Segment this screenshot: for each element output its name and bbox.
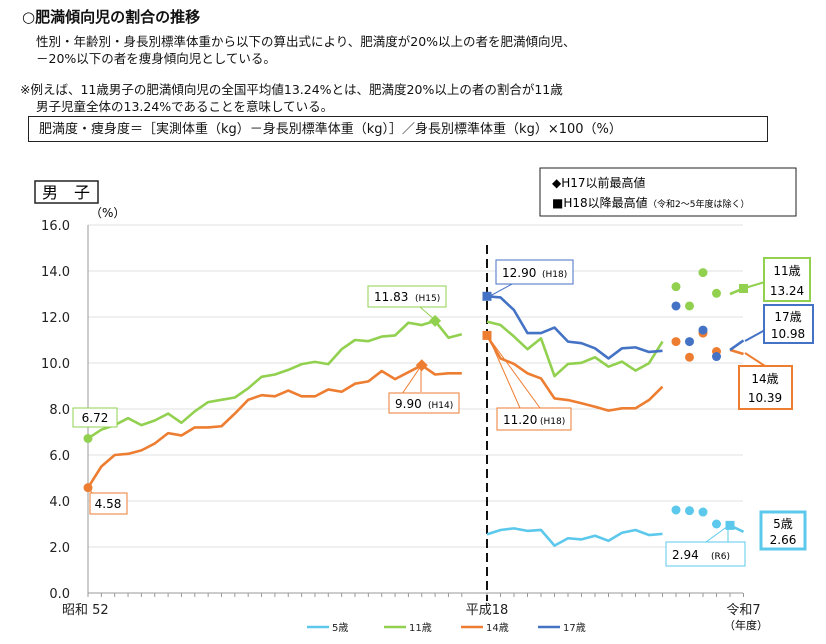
callout-value: 10.39: [748, 391, 782, 405]
square-marker: [482, 291, 492, 301]
marker-legend-square-note: （令和2～5年度は除く）: [648, 198, 749, 210]
callout-tag: (H18): [540, 417, 565, 427]
callout-5-end: 5歳 2.66: [759, 510, 807, 551]
callout-value: 4.58: [95, 497, 122, 511]
callout-17-max-post: 12.90 (H18): [489, 259, 574, 297]
callout-age: 5歳: [773, 517, 793, 531]
y-tick-label: 10.0: [41, 357, 70, 372]
data-point: [685, 337, 694, 347]
data-point: [698, 507, 708, 517]
marker-legend-box: [539, 167, 797, 217]
y-tick-label: 0.0: [49, 587, 70, 602]
marker-legend-diamond: ◆H17以前最高値: [552, 175, 646, 190]
marker-legend-square: ■H18以降最高値: [552, 195, 648, 210]
data-point: [698, 268, 708, 278]
callout-tag: (H15): [415, 294, 440, 304]
data-point: [671, 282, 681, 292]
grid: [88, 224, 743, 548]
data-point: [712, 352, 721, 362]
y-tick-label: 12.0: [41, 311, 70, 326]
data-point: [685, 352, 694, 362]
callout-value: 10.98: [771, 327, 805, 341]
series-11歳: [87, 268, 744, 440]
legend-label: 14歳: [486, 622, 509, 634]
callout-value: 11.20: [503, 413, 537, 427]
legend-label: 17歳: [563, 622, 586, 634]
series-17歳: [486, 295, 745, 362]
note-line-2: 男子児童全体の13.24%であることを意味している。: [36, 99, 334, 114]
axes: 0.0 2.0 4.0 6.0 8.0 10.0 12.0 14.0 16.0 昭和 52 平成18…: [41, 219, 761, 618]
y-tick-label: 8.0: [49, 403, 70, 418]
callout-age: 11歳: [773, 264, 800, 278]
y-tick-label: 14.0: [41, 265, 70, 280]
page-title: ○肥満傾向児の割合の推移: [22, 8, 201, 26]
square-marker: [739, 283, 748, 293]
callout-value: 11.83: [374, 290, 408, 304]
description-line-1: 性別・年齢別・身長別標準体重から以下の算出式により、肥満度が20%以上の者を肥満…: [36, 34, 576, 49]
legend-label: 5歳: [332, 622, 348, 634]
series-line: [86, 363, 462, 489]
callout-14-max-post: 11.20 (H18): [488, 337, 572, 431]
callout-value: 12.90: [502, 266, 536, 280]
square-marker: [482, 330, 492, 340]
callout-tag: (R6): [711, 552, 730, 562]
callout-value: 2.66: [770, 533, 797, 547]
series-line: [486, 295, 663, 360]
data-point: [685, 301, 694, 311]
series-line: [87, 319, 463, 440]
y-tick-label: 4.0: [49, 495, 70, 510]
callout-17-end: 17歳 10.98: [744, 304, 814, 344]
note-line-1: ※例えば、11歳男子の肥満傾向児の全国平均値13.24%とは、肥満度20%以上の…: [20, 82, 563, 97]
callout-value: 6.72: [82, 411, 109, 425]
callout-age: 14歳: [751, 372, 778, 386]
data-point: [698, 325, 708, 335]
x-tick-label: 平成18: [466, 603, 509, 618]
data-point: [671, 301, 681, 311]
callout-age: 17歳: [774, 310, 801, 324]
diamond-marker: [415, 359, 428, 372]
description-line-2: －20%以下の者を痩身傾向児としている。: [36, 51, 276, 66]
data-point: [712, 288, 721, 298]
data-point: [712, 519, 721, 529]
callout-11-end: 11歳 13.24: [744, 257, 811, 302]
series-legend: 5歳 11歳 14歳 17歳: [307, 622, 586, 634]
square-marker: [725, 520, 735, 530]
data-point: [685, 506, 694, 516]
data-point: [671, 505, 681, 515]
x-axis-unit: （年度）: [724, 618, 768, 632]
chart-title-box: [34, 180, 99, 204]
callout-value: 9.90: [395, 397, 422, 411]
callout-tag: (H18): [542, 270, 567, 280]
chart-title: 男 子: [42, 183, 90, 202]
callout-14-start: 4.58: [89, 489, 128, 515]
callout-11-start: 6.72: [72, 407, 118, 428]
series-line: [729, 339, 745, 351]
series-layer: [83, 268, 748, 547]
callout-14-end: 14歳 10.39: [738, 352, 793, 410]
start-marker: [83, 433, 93, 443]
series-line: [485, 334, 664, 412]
callout-value: 2.94: [672, 548, 699, 562]
series-line: [729, 348, 744, 356]
series-line: [486, 527, 663, 547]
x-tick-label: 昭和 52: [62, 603, 109, 618]
data-point: [671, 337, 681, 347]
callout-value: 13.24: [770, 284, 804, 298]
formula-box: 肥満度・痩身度＝［実測体重（kg）－身長別標準体重（kg）］／身長別標準体重（k…: [28, 116, 768, 142]
callout-tag: (H14): [428, 401, 453, 411]
x-tick-label: 令和7: [726, 603, 760, 618]
callout-14-max-pre: 9.90 (H14): [388, 365, 460, 414]
y-tick-label: 16.0: [41, 219, 70, 234]
legend-label: 11歳: [409, 622, 432, 634]
series-line: [486, 320, 664, 378]
y-tick-label: 6.0: [49, 449, 70, 464]
y-tick-label: 2.0: [49, 541, 70, 556]
callout-5-max-post: 2.94 (R6): [665, 525, 746, 567]
y-axis-unit: （%）: [90, 206, 125, 220]
series-5歳: [486, 505, 745, 547]
callout-11-max-pre: 11.83 (H15): [367, 285, 447, 321]
